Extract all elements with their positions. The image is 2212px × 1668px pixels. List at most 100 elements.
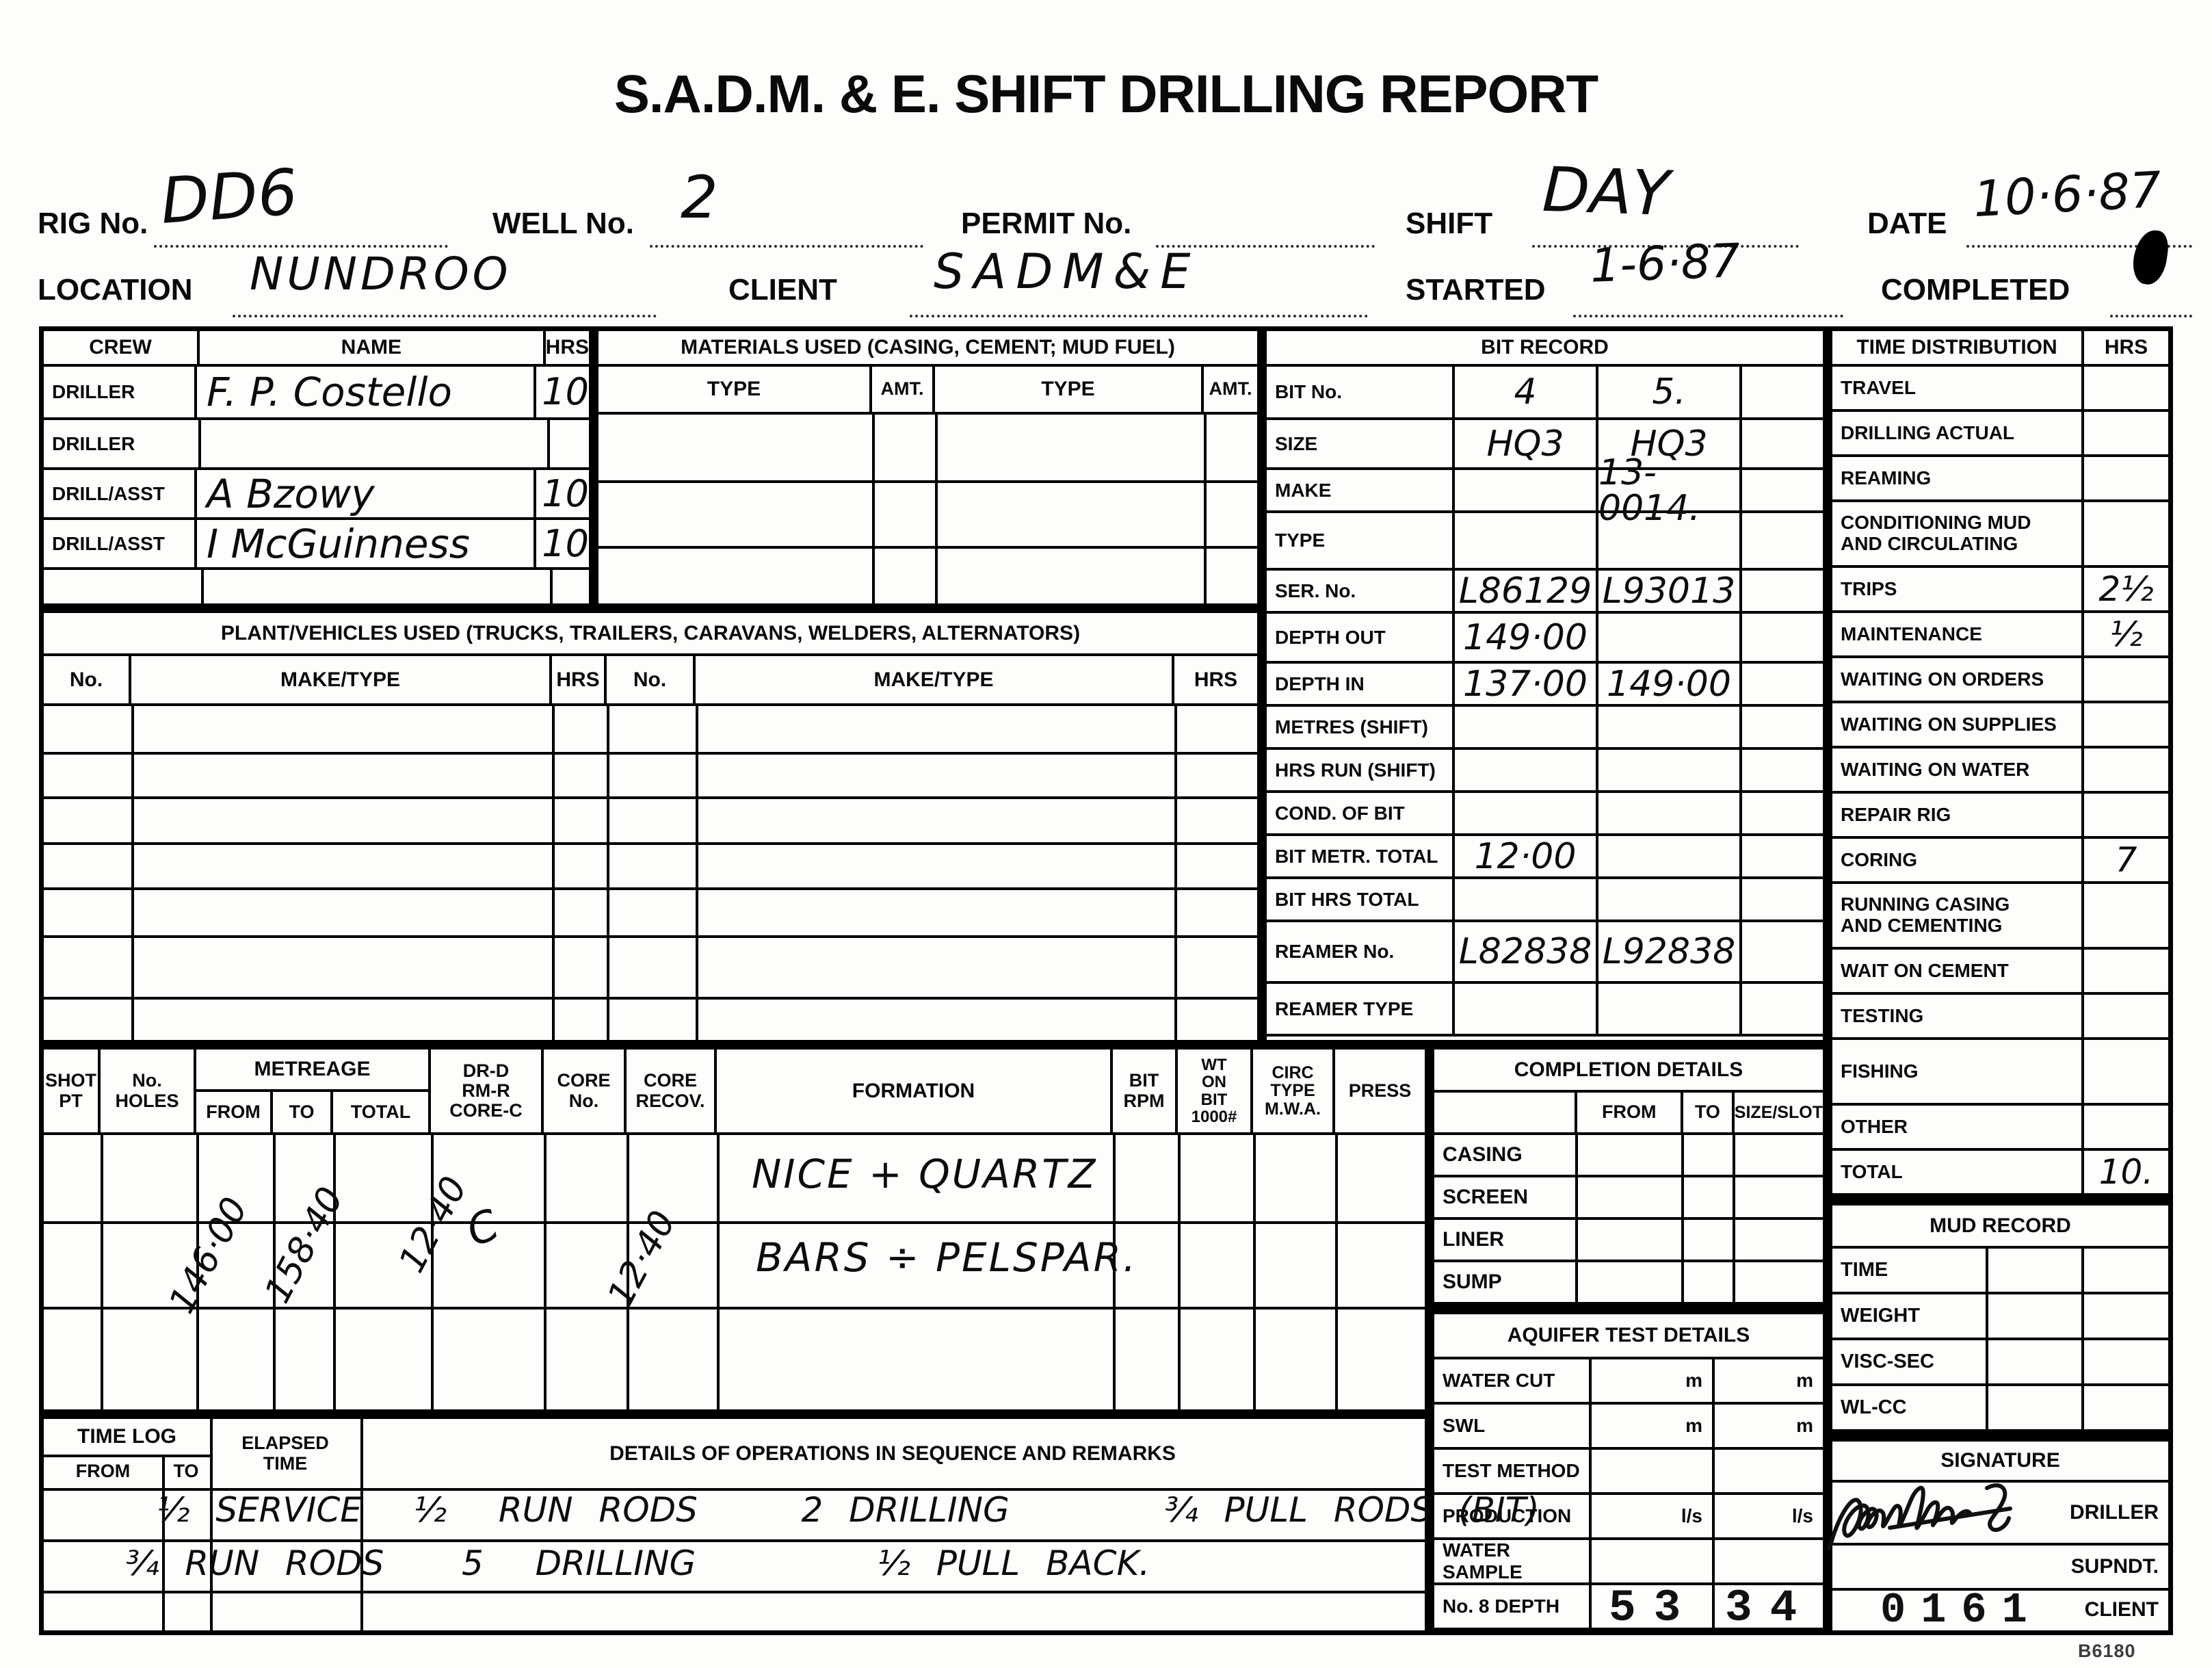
bit-row-label: DEPTH IN	[1267, 664, 1455, 704]
bit-value-3	[1742, 793, 1823, 833]
grid-line	[44, 1221, 1425, 1224]
bit-row-label: SIZE	[1267, 420, 1455, 467]
time-distribution-hours	[2084, 412, 2168, 454]
client-stamp: 0161	[1880, 1585, 2042, 1634]
aquifer-row-label: PRODUCTION	[1434, 1495, 1592, 1537]
date-underline	[1966, 245, 2192, 248]
grid-line	[196, 1135, 199, 1409]
metreage-total-value: 12·40	[391, 1170, 475, 1279]
bit-value-1: 149·00	[1455, 614, 1598, 661]
time-distribution-label: FISHING	[1832, 1040, 2084, 1103]
time-distribution-hours: ½	[2109, 614, 2143, 654]
bit-row-label: METRES (SHIFT)	[1267, 707, 1455, 747]
metreage-header: METREAGE	[196, 1050, 428, 1092]
mud-record-table: MUD RECORD TIME WEIGHT VISC-SEC WL-CC	[1828, 1201, 2173, 1437]
plant-make2-header: MAKE/TYPE	[696, 656, 1174, 703]
time-distribution-hours: 7	[2115, 840, 2137, 880]
bit-value-1	[1455, 513, 1598, 568]
started-value: 1-6·87	[1589, 234, 1741, 294]
location-value: NUNDROO	[250, 248, 512, 300]
time-distribution-row: WAITING ON WATER	[1832, 748, 2168, 794]
aquifer-row: No. 8 DEPTH	[1434, 1585, 1823, 1630]
completion-row-label: SCREEN	[1434, 1177, 1578, 1217]
time-distribution-row: WAITING ON SUPPLIES	[1832, 703, 2168, 748]
details-header: DETAILS OF OPERATIONS IN SEQUENCE AND RE…	[609, 1442, 1176, 1465]
bit-value-2	[1598, 614, 1742, 661]
aquifer-rows: WATER CUT m m SWL m m TEST METHOD PRODUC…	[1434, 1359, 1823, 1630]
aquifer-row: TEST METHOD	[1434, 1450, 1823, 1495]
elapsed-time-header: ELAPSED TIME	[241, 1433, 329, 1474]
well-no-value: 2	[681, 164, 718, 232]
time-distribution-label: WAITING ON SUPPLIES	[1832, 703, 2084, 746]
grid-line	[333, 1135, 336, 1409]
plant-make-header: MAKE/TYPE	[131, 656, 552, 703]
bit-value-2	[1598, 879, 1742, 920]
grid-line	[44, 796, 1257, 799]
crew-role-label: DRILLER	[44, 420, 201, 467]
mud-row-label: WEIGHT	[1832, 1294, 1988, 1338]
mud-record-row: WL-CC	[1832, 1386, 2168, 1432]
grid-line	[598, 546, 1257, 549]
shift-label: SHIFT	[1406, 207, 1493, 240]
rig-no-label: RIG No.	[38, 207, 148, 240]
time-distribution-hours	[2084, 703, 2168, 746]
bit-value-2: 5.	[1598, 367, 1742, 417]
bit-row-label: BIT No.	[1267, 367, 1455, 417]
page-title: S.A.D.M. & E. SHIFT DRILLING REPORT	[614, 64, 1598, 124]
time-distribution-row: TESTING	[1832, 995, 2168, 1040]
time-distribution-hours	[2084, 457, 2168, 499]
time-distribution-hours: 10.	[2098, 1152, 2154, 1192]
aquifer-row-label: SWL	[1434, 1405, 1592, 1447]
mud-record-row: TIME	[1832, 1249, 2168, 1294]
crew-name-value	[201, 420, 550, 467]
grid-line	[44, 887, 1257, 890]
location-label: LOCATION	[38, 273, 193, 307]
completion-row: SUMP	[1434, 1262, 1823, 1305]
materials-title: MATERIALS USED (CASING, CEMENT; MUD FUEL…	[598, 331, 1257, 367]
completion-size-cell	[1735, 1220, 1823, 1260]
aquifer-row: WATER SAMPLE	[1434, 1539, 1823, 1585]
grid-line	[627, 1135, 629, 1409]
time-log-table: TIME LOG FROM TO ELAPSED TIME DETAILS OF…	[39, 1414, 1540, 1635]
aquifer-title: AQUIFER TEST DETAILS	[1434, 1314, 1823, 1359]
time-distribution-row: TRAVEL	[1832, 367, 2168, 412]
completion-from-header: FROM	[1577, 1093, 1683, 1132]
core-formation-table: SHOT PT No. HOLES METREAGE FROM TO TOTAL…	[39, 1045, 1430, 1414]
time-distribution-hrs-header: HRS	[2104, 336, 2148, 359]
formation-line-2: BARS ÷ PELSPAR.	[756, 1234, 1138, 1281]
form-number: B6180	[2078, 1641, 2136, 1661]
time-distribution-label: WAIT ON CEMENT	[1832, 950, 2084, 992]
bit-value-2: L92838	[1598, 922, 1742, 981]
core-code-value: C	[459, 1199, 506, 1257]
completion-to-cell	[1684, 1135, 1735, 1175]
materials-type-header: TYPE	[598, 367, 872, 412]
bit-value-2: 13-0014.	[1598, 455, 1742, 526]
crew-role-label: DRILL/ASST	[44, 470, 198, 517]
grid-line	[1178, 1135, 1181, 1409]
drd-header: DR-D RM-R CORE-C	[431, 1050, 544, 1132]
bit-value-1: 12·00	[1455, 836, 1598, 876]
bit-value-3	[1742, 513, 1823, 568]
bit-record-row: SER. No. L86129 L93013	[1267, 571, 1823, 614]
grid-line	[1253, 1135, 1256, 1409]
plant-hrs2-header: HRS	[1194, 668, 1238, 691]
aquifer-row: WATER CUT m m	[1434, 1359, 1823, 1405]
time-distribution-hours	[2084, 748, 2168, 791]
mud-value-2	[2084, 1294, 2168, 1338]
time-distribution-row: WAITING ON ORDERS	[1832, 658, 2168, 703]
permit-no-label: PERMIT No.	[961, 207, 1132, 240]
crew-hrs-value: 10	[542, 521, 589, 565]
time-distribution-table: TIME DISTRIBUTION HRS TRAVEL DRILLING AC…	[1828, 326, 2173, 1201]
grid-line	[1335, 1135, 1338, 1409]
time-distribution-row: RUNNING CASING AND CEMENTING	[1832, 884, 2168, 950]
driller-signature	[1828, 1483, 2012, 1550]
time-distribution-label: TESTING	[1832, 995, 2084, 1037]
bit-value-1	[1455, 707, 1598, 747]
aquifer-unit-1	[1592, 1540, 1715, 1582]
bit-value-1: 137·00	[1455, 664, 1598, 704]
completion-size-cell	[1735, 1262, 1823, 1302]
crew-row: DRILLER	[44, 420, 589, 470]
bit-record-row: DEPTH IN 137·00 149·00	[1267, 664, 1823, 707]
time-distribution-row: REAMING	[1832, 457, 2168, 502]
signature-table: SIGNATURE DRILLER SUPNDT. 0161 CLIENT	[1828, 1437, 2173, 1635]
